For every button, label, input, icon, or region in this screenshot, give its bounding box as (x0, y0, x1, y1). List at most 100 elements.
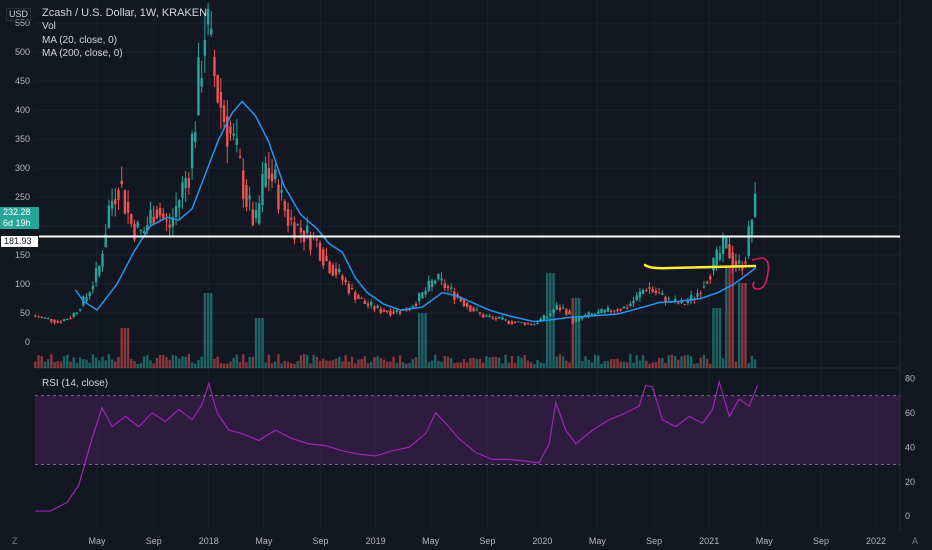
candle-body (459, 297, 462, 302)
volume-bar (245, 362, 248, 368)
volume-bar (677, 359, 680, 368)
volume-bar (184, 356, 187, 368)
candle-body (171, 217, 175, 227)
candle-body (683, 304, 686, 306)
symbol-title[interactable]: Zcash / U.S. Dollar, 1W, KRAKEN (42, 7, 208, 19)
candle-body (158, 208, 162, 216)
volume-bar (705, 358, 709, 368)
volume-bar (686, 354, 690, 368)
candle-body (430, 280, 434, 288)
circle-annotation (751, 257, 770, 290)
volume-bar (744, 283, 747, 368)
volume-bar (331, 359, 335, 368)
auto-scale-icon[interactable]: A (912, 536, 919, 546)
candle-body (517, 321, 520, 323)
candle-body (481, 314, 485, 318)
volume-bar (638, 360, 642, 368)
volume-bar (453, 362, 456, 368)
volume-bar (283, 360, 287, 368)
candle-body (510, 321, 514, 324)
time-tick-label: May (756, 536, 774, 546)
drawing-overlays[interactable] (35, 235, 900, 290)
candle-body (558, 307, 562, 311)
candle-body (555, 304, 558, 310)
volume-bar (699, 357, 702, 368)
candle-body (203, 39, 207, 56)
candle-body (360, 297, 363, 299)
candle-body (427, 280, 430, 291)
volume-bar (558, 354, 562, 368)
candle-body (318, 242, 322, 261)
volume-bar (158, 354, 162, 368)
candle-body (107, 205, 111, 228)
candle-body (648, 287, 651, 289)
volume-bar (501, 363, 504, 368)
volume-legend[interactable]: Vol (42, 21, 56, 32)
ma-line (74, 100, 757, 323)
volume-bar (200, 356, 203, 368)
volume-bar (645, 360, 648, 368)
ma20-line (74, 100, 757, 323)
candle-body (197, 57, 200, 116)
rsi-tick-label: 20 (905, 477, 915, 487)
volume-bar (497, 357, 501, 368)
volume-bar (405, 363, 408, 368)
volume-bar (296, 360, 299, 368)
volume-bar (37, 355, 40, 368)
candle-body (146, 225, 149, 231)
volume-bar (261, 318, 264, 368)
volume-bar (709, 363, 712, 368)
currency-label[interactable]: USD (6, 8, 32, 21)
volume-bar (728, 268, 731, 368)
candle-body (462, 299, 466, 307)
volume-bar (190, 362, 194, 368)
volume-bar (533, 363, 536, 368)
rsi-legend[interactable]: RSI (14, close) (42, 378, 109, 389)
timezone-icon[interactable]: Z (12, 536, 18, 546)
volume-bar (149, 360, 152, 368)
candle-body (309, 234, 312, 250)
candle-body (536, 323, 539, 325)
volume-bar (702, 354, 706, 368)
volume-bar (689, 356, 693, 368)
candle-body (155, 209, 159, 219)
candle-body (178, 200, 181, 208)
volume-bar (274, 361, 277, 368)
candle-body (187, 178, 191, 188)
volume-bar (43, 361, 47, 368)
volume-bar (632, 362, 635, 368)
candle-body (306, 225, 309, 233)
candle-body (440, 278, 443, 281)
ma200-legend[interactable]: MA (200, close, 0) (42, 48, 123, 59)
volume-bar (584, 356, 587, 368)
volume-bar (635, 355, 638, 368)
volume-bar (737, 283, 741, 368)
candle-body (251, 209, 255, 226)
candle-body (581, 316, 584, 319)
volume-bar (520, 357, 523, 368)
volume-bar (267, 354, 271, 368)
candle-body (357, 295, 360, 300)
volume-bar (680, 356, 683, 368)
ma20-legend[interactable]: MA (20, close, 0) (42, 35, 118, 46)
candle-body (366, 303, 370, 306)
candle-body (392, 311, 395, 314)
candle-body (443, 283, 446, 289)
candle-body (533, 323, 536, 325)
candle-body (725, 235, 728, 249)
candle-body (88, 292, 91, 297)
candle-body (149, 209, 152, 224)
volume-bar (693, 363, 696, 368)
candle-body (433, 280, 437, 284)
volume-bar (162, 355, 165, 368)
candle-body (235, 138, 239, 145)
volume-bar (625, 362, 629, 368)
candle-body (753, 193, 757, 217)
volume-bar (136, 363, 139, 368)
candle-body (750, 219, 754, 237)
candle-body (577, 316, 581, 321)
volume-bar (491, 356, 494, 368)
candle-body (488, 316, 491, 318)
